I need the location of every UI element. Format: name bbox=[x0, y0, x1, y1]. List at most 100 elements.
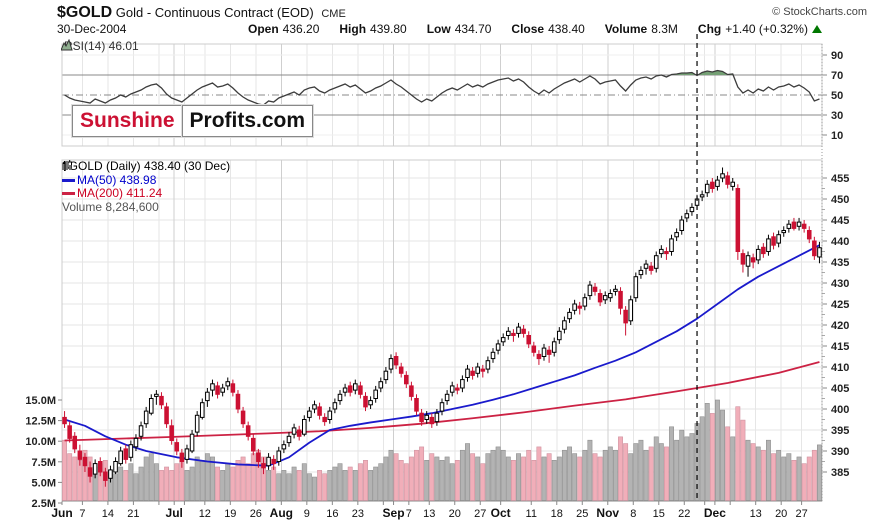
volume-bar bbox=[465, 443, 470, 501]
x-day-label: 22 bbox=[678, 508, 690, 520]
candle-body bbox=[648, 265, 654, 271]
x-day-label: 20 bbox=[775, 508, 787, 520]
volume-bar bbox=[725, 426, 731, 501]
x-month-label: Jun bbox=[51, 506, 72, 520]
candle-body bbox=[199, 402, 205, 418]
price-axis-label: 395 bbox=[831, 425, 849, 437]
candle-body bbox=[225, 381, 231, 387]
quote-close: Close 438.40 bbox=[511, 22, 585, 36]
candle-body bbox=[307, 410, 312, 418]
instrument-name: Gold - Continuous Contract (EOD) bbox=[115, 5, 314, 20]
candle-body bbox=[322, 416, 327, 423]
candle-body bbox=[812, 240, 817, 257]
volume-bar bbox=[505, 456, 511, 501]
candle-body bbox=[256, 452, 261, 463]
volume-bar bbox=[408, 456, 414, 501]
x-month-label: Sep bbox=[383, 506, 405, 520]
volume-bar bbox=[760, 449, 766, 501]
candle-body bbox=[414, 398, 419, 412]
rsi-axis-label: 50 bbox=[831, 90, 843, 102]
volume-bar bbox=[276, 473, 282, 501]
candle-body bbox=[776, 234, 781, 244]
sunshineprofits-watermark[interactable]: Sunshine Profits.com bbox=[72, 105, 314, 137]
volume-bar bbox=[755, 446, 761, 501]
volume-bar bbox=[607, 446, 613, 501]
volume-bar bbox=[750, 443, 756, 501]
candle-body bbox=[567, 311, 572, 320]
x-day-label: 27 bbox=[474, 508, 486, 520]
candle-body bbox=[643, 263, 649, 269]
candle-body bbox=[460, 379, 465, 389]
candle-body bbox=[781, 230, 787, 234]
candle-body bbox=[271, 458, 276, 465]
volume-bar bbox=[612, 449, 618, 501]
candle-body bbox=[801, 223, 807, 229]
candle-body bbox=[495, 343, 501, 351]
volume-bar bbox=[679, 429, 685, 501]
price-axis-label: 385 bbox=[831, 467, 849, 479]
volume-bar bbox=[342, 470, 348, 501]
volume-bar bbox=[628, 453, 634, 501]
x-day-label: 14 bbox=[102, 508, 114, 520]
volume-bar bbox=[113, 473, 118, 501]
candle-body bbox=[500, 337, 506, 343]
candle-body bbox=[235, 393, 241, 410]
candle-body bbox=[699, 194, 705, 198]
candle-body bbox=[409, 385, 414, 397]
volume-bar bbox=[781, 456, 787, 501]
volume-bar bbox=[138, 466, 144, 501]
candle-body bbox=[169, 425, 174, 441]
volume-bar bbox=[148, 453, 154, 501]
volume-bar bbox=[286, 473, 292, 501]
x-day-label: 25 bbox=[576, 508, 588, 520]
candle-body bbox=[215, 385, 220, 395]
volume-bar bbox=[291, 466, 297, 501]
volume-bar bbox=[684, 436, 690, 501]
x-day-label: 13 bbox=[750, 508, 762, 520]
volume-bar bbox=[403, 463, 409, 501]
rsi-area-icon bbox=[61, 39, 73, 51]
volume-axis-label: 15.0M bbox=[25, 395, 56, 407]
candle-body bbox=[118, 450, 123, 465]
candle-body bbox=[358, 385, 363, 395]
candle-body bbox=[353, 383, 358, 391]
watermark-profits: Profits.com bbox=[181, 105, 314, 137]
candle-body bbox=[72, 435, 78, 450]
quote-open: Open 436.20 bbox=[248, 22, 320, 36]
volume-bar bbox=[240, 456, 246, 501]
volume-bar bbox=[658, 443, 664, 501]
volume-bar bbox=[546, 453, 552, 501]
volume-bar bbox=[817, 444, 822, 501]
candle-body bbox=[123, 448, 129, 460]
ma50-line-swatch bbox=[62, 178, 75, 182]
candle-body bbox=[342, 387, 348, 393]
volume-bar bbox=[485, 453, 491, 501]
candle-body bbox=[87, 467, 93, 477]
volume-axis-label: 2.5M bbox=[32, 498, 56, 510]
candle-body bbox=[240, 410, 246, 425]
candle-body bbox=[755, 248, 761, 261]
volume-bar bbox=[561, 449, 567, 501]
volume-bar bbox=[663, 446, 669, 501]
volume-legend: Volume 8,284,600 bbox=[62, 199, 159, 214]
candle-body bbox=[740, 253, 746, 265]
volume-bar bbox=[414, 449, 419, 501]
candle-body bbox=[378, 381, 384, 389]
volume-bar bbox=[245, 463, 251, 501]
candle-body bbox=[210, 383, 215, 391]
volume-bar bbox=[633, 443, 639, 501]
candle-body bbox=[261, 463, 266, 469]
x-day-label: 11 bbox=[526, 508, 537, 520]
candle-body bbox=[465, 368, 470, 379]
candle-body bbox=[363, 395, 368, 408]
candle-body bbox=[806, 230, 812, 240]
volume-bar bbox=[398, 459, 404, 501]
candle-body bbox=[745, 255, 751, 267]
candle-body bbox=[174, 442, 180, 452]
price-axis-label: 405 bbox=[831, 383, 849, 395]
x-day-label: 23 bbox=[352, 508, 364, 520]
volume-bar bbox=[796, 456, 802, 501]
volume-bar bbox=[429, 453, 435, 501]
